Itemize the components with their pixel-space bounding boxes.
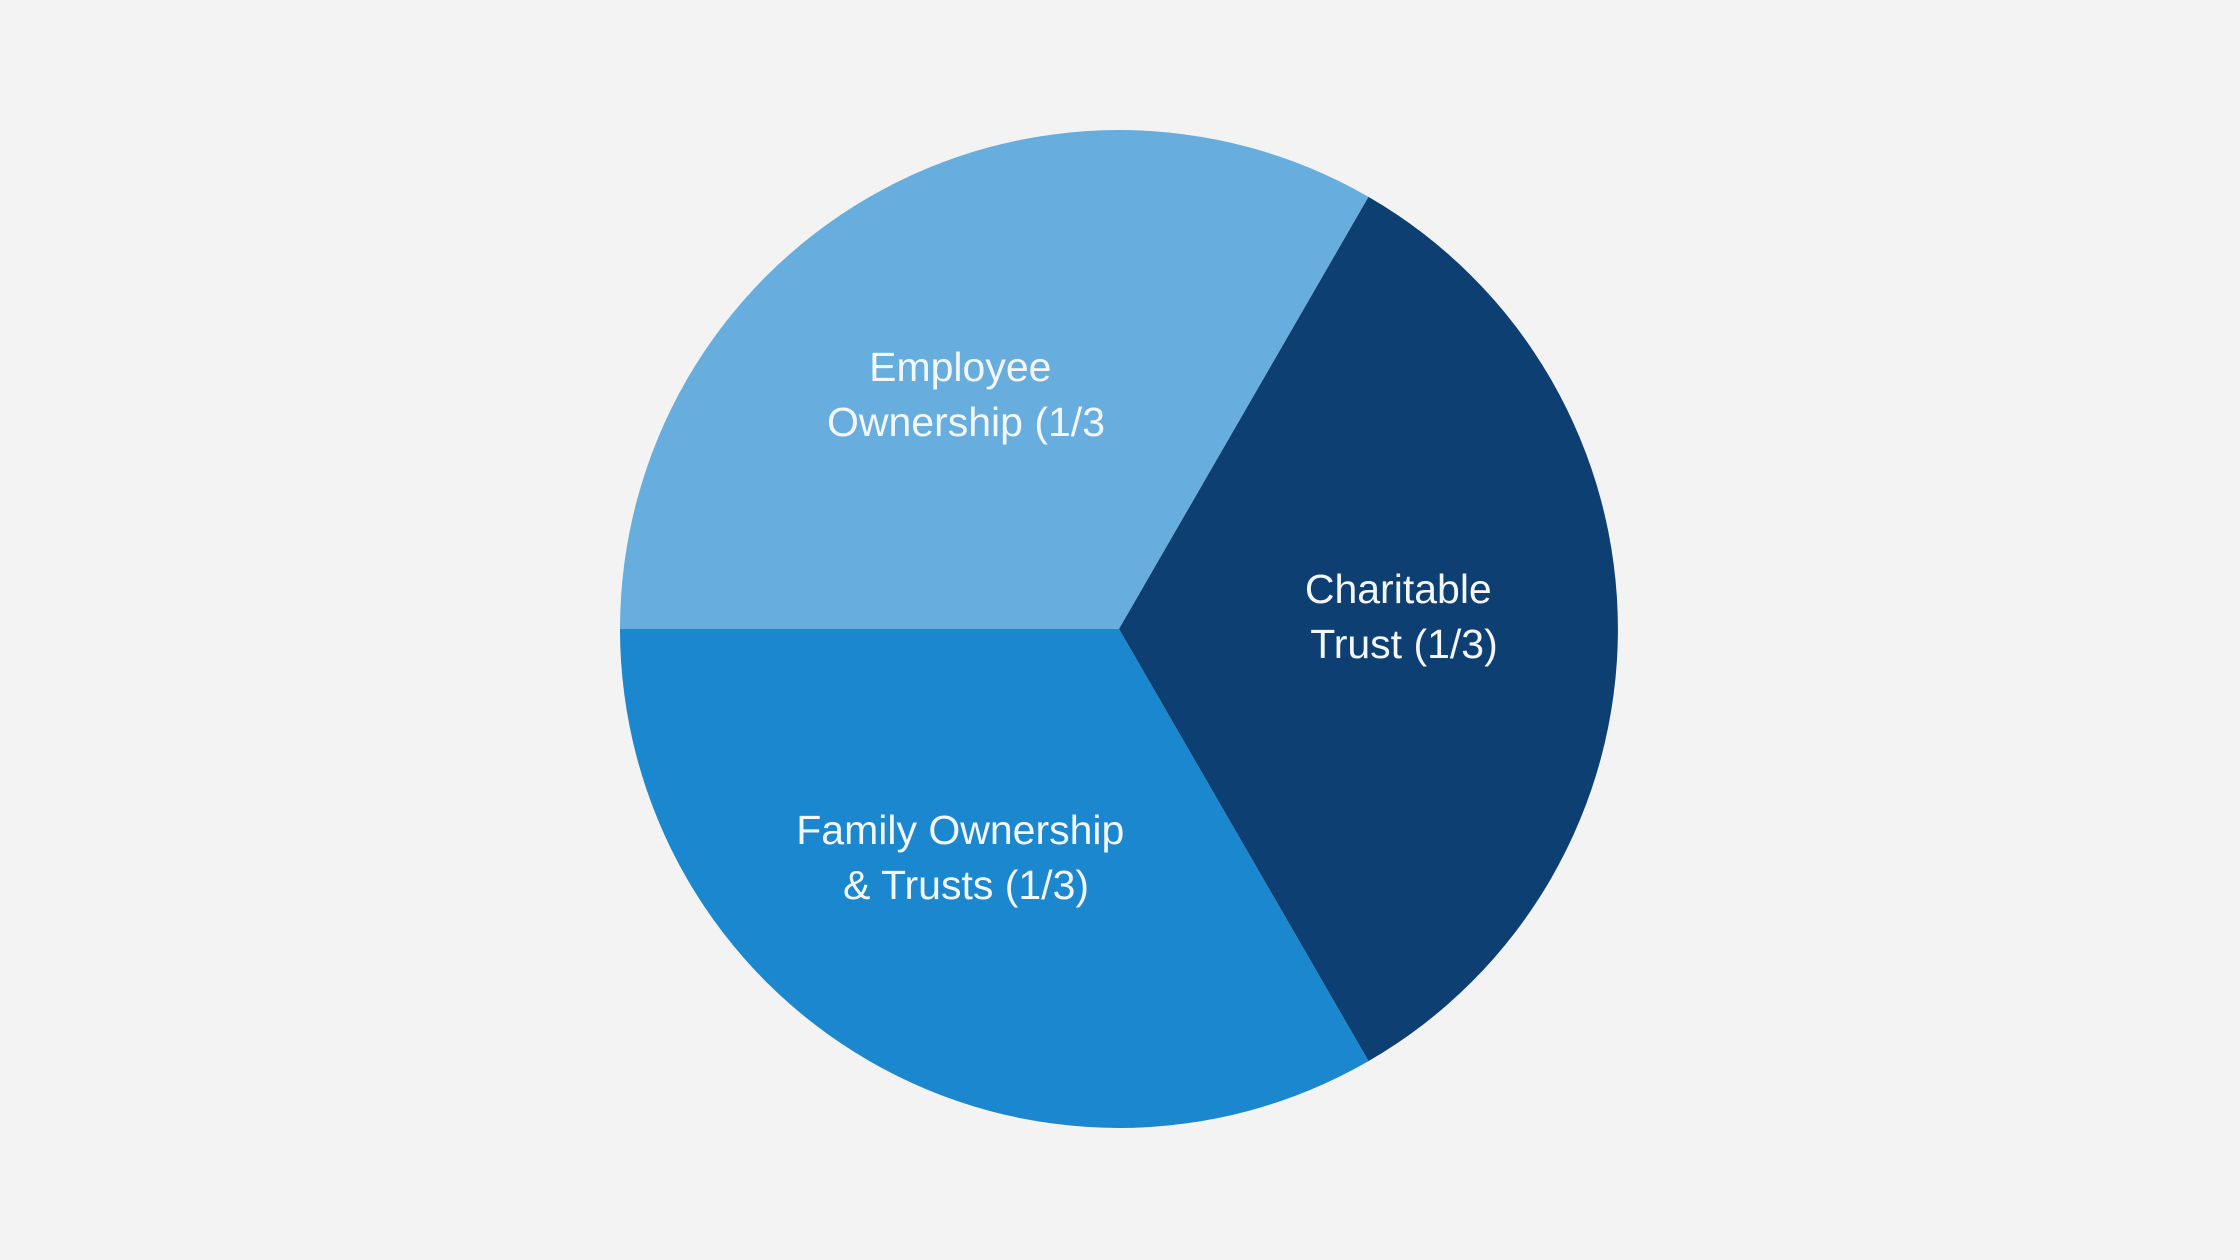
label-line: Family Ownership: [796, 807, 1124, 853]
label-employee-ownership: Employee Ownership (1/3: [827, 344, 1105, 445]
label-line: Charitable: [1305, 566, 1492, 612]
label-line: & Trusts (1/3): [843, 862, 1089, 908]
label-charitable-trust: Charitable Trust (1/3): [1305, 566, 1503, 667]
slice-employee-ownership: [620, 130, 1369, 630]
slice-charitable-trust: [1119, 196, 1618, 1062]
slice-family-ownership-trusts: [620, 629, 1369, 1128]
label-line: Ownership (1/3: [827, 399, 1105, 445]
label-line: Employee: [869, 344, 1051, 390]
label-line: Trust (1/3): [1310, 621, 1498, 667]
label-family-ownership-trusts: Family Ownership & Trusts (1/3): [796, 807, 1136, 908]
